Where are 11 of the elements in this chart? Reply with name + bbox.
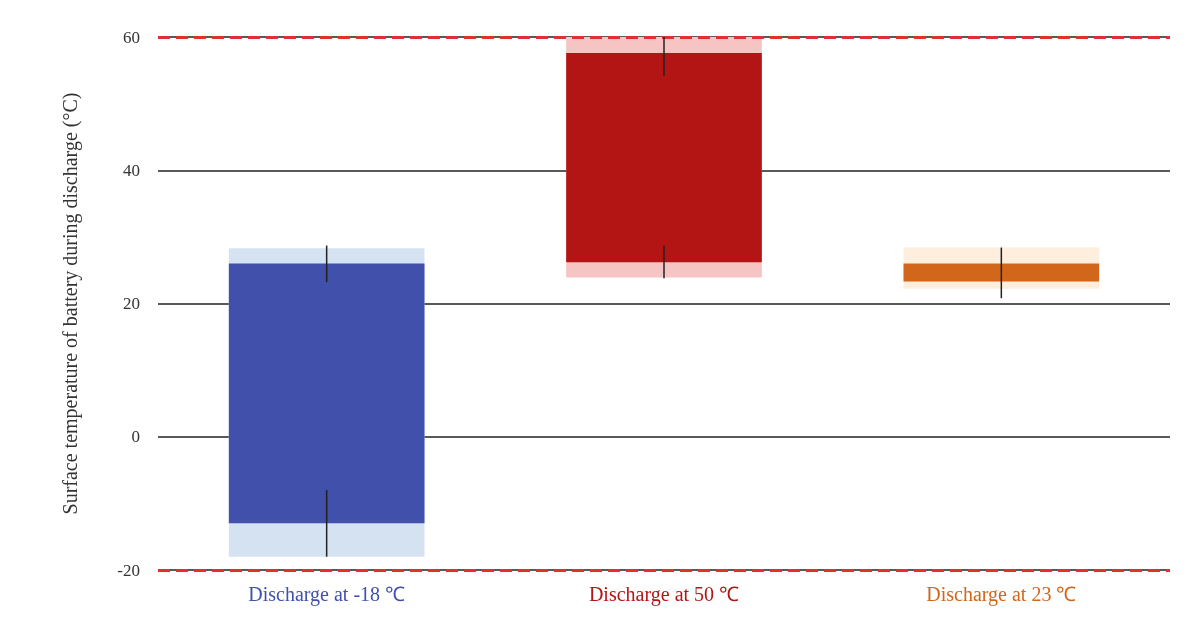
x-tick-label: Discharge at 50 ℃ [588, 583, 740, 606]
bar [903, 263, 1100, 282]
y-axis-title: Surface temperature of battery during discharge (°C) [59, 92, 82, 515]
y-tick-label: -20 [117, 560, 140, 580]
y-tick-label: 60 [123, 27, 140, 47]
bar [228, 263, 425, 524]
y-tick-label: 40 [123, 160, 140, 180]
x-tick-label: Discharge at -18 ℃ [248, 583, 406, 606]
y-tick-label: 0 [131, 427, 140, 447]
x-tick-label: Discharge at 23 ℃ [926, 583, 1077, 606]
y-tick-label: 20 [123, 294, 140, 313]
